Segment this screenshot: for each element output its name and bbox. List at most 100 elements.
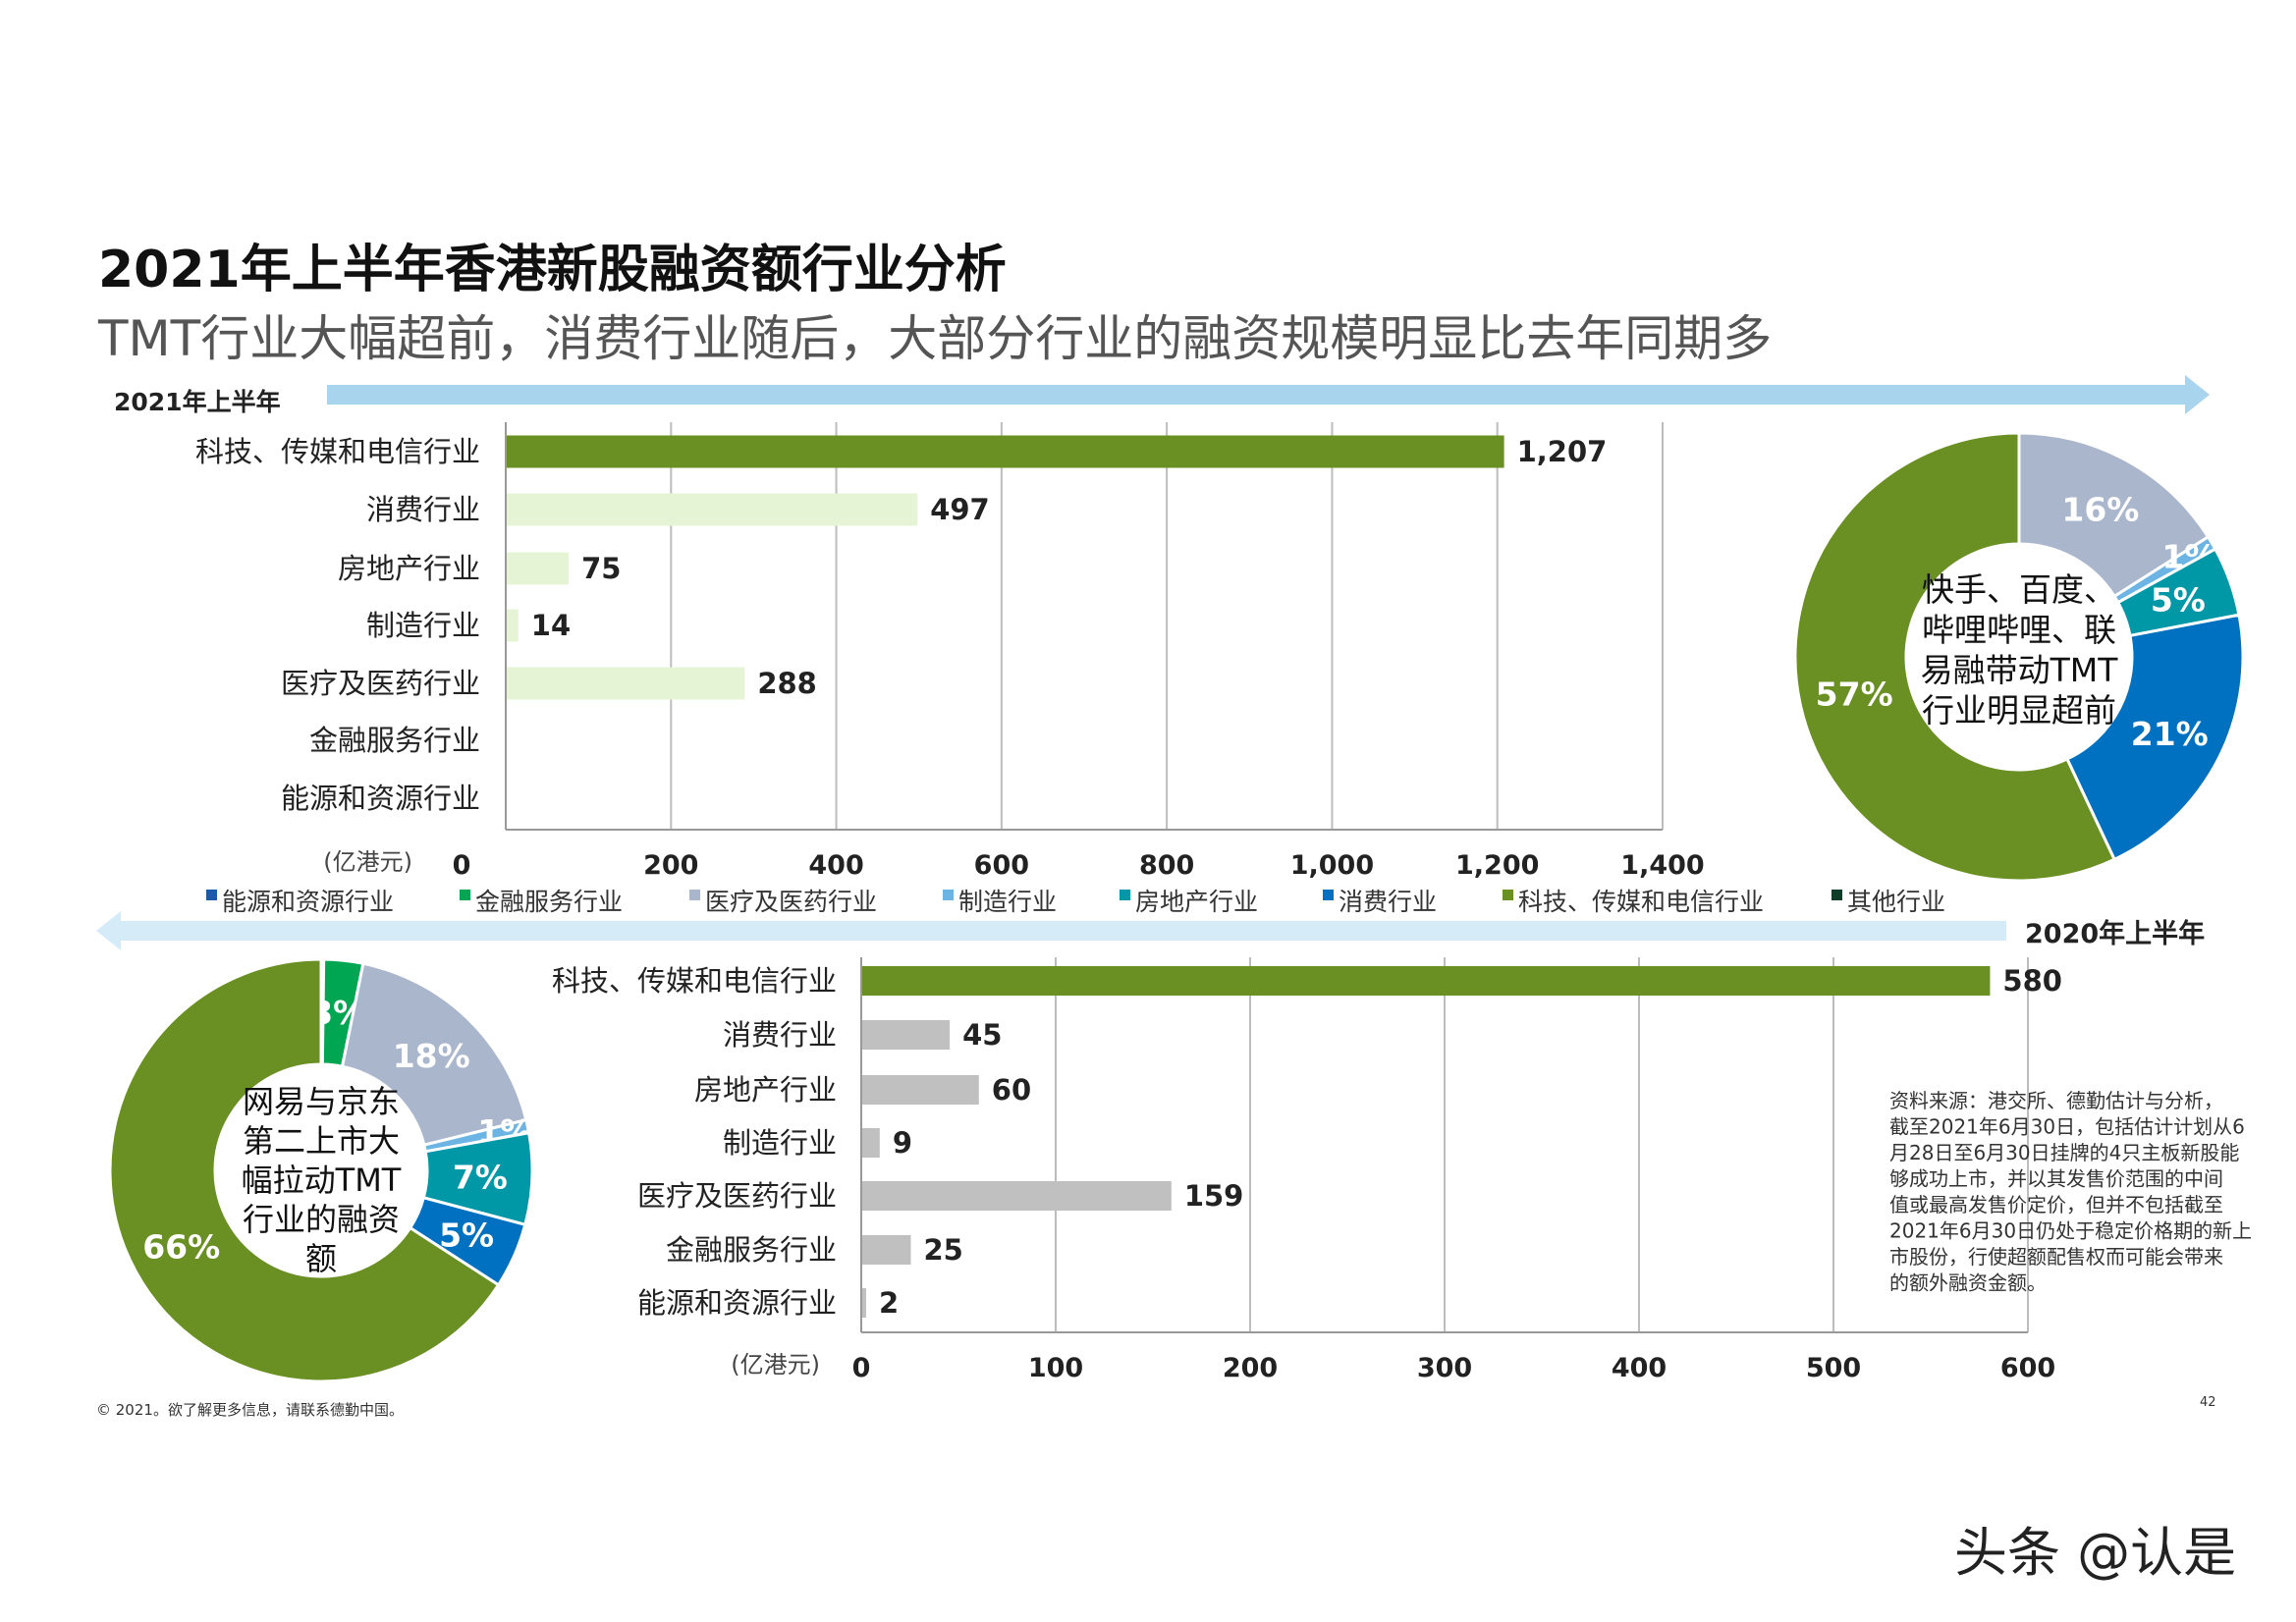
x-tick-label: 200 bbox=[643, 850, 698, 881]
data-label: 1,207 bbox=[1517, 435, 1608, 468]
slice-label: 7% bbox=[453, 1159, 508, 1197]
category-label: 金融服务行业 bbox=[666, 1233, 837, 1267]
category-label: 科技、传媒和电信行业 bbox=[552, 964, 837, 998]
source-note-line: 资料来源：港交所、德勤估计与分析， bbox=[1889, 1089, 2223, 1112]
legend: 能源和资源行业 金融服务行业 医疗及医药行业 制造行业 房地产行业 消费行业 科技、传媒和电… bbox=[206, 888, 1945, 916]
category-label: 房地产行业 bbox=[338, 552, 480, 585]
x-tick-label: 0 bbox=[852, 1353, 871, 1383]
source-note-line: 月28日至6月30日挂牌的4只主板新股能 bbox=[1889, 1141, 2239, 1164]
legend-label: 能源和资源行业 bbox=[222, 888, 394, 916]
x-tick-label: 600 bbox=[2000, 1353, 2055, 1383]
x-tick-label: 600 bbox=[974, 850, 1029, 881]
bar bbox=[507, 493, 918, 526]
data-label: 580 bbox=[2002, 964, 2062, 998]
slice-label: 21% bbox=[2131, 715, 2209, 753]
x-tick-label: 1,200 bbox=[1455, 850, 1539, 881]
x-tick-label: 200 bbox=[1223, 1353, 1278, 1383]
donut-slice bbox=[2064, 613, 2245, 862]
category-label: 消费行业 bbox=[723, 1018, 837, 1052]
x-tick-label: 500 bbox=[1806, 1353, 1861, 1383]
watermark: 头条 @认是 bbox=[1954, 1522, 2236, 1584]
bar bbox=[862, 966, 1991, 996]
donut-center-text: 易融带动TMT bbox=[1921, 651, 2119, 689]
page-number: 42 bbox=[2200, 1395, 2216, 1410]
bar-chart-2020: 0 100 200 300 400 500 600 (亿港元) 科技、传媒和电信行业 580 消费行… bbox=[552, 957, 2062, 1383]
slice-label: 18% bbox=[393, 1037, 470, 1075]
bar-chart-2021: 0 200 400 600 800 1,000 1,200 1,400 (亿港元) 科技、传媒和电… bbox=[195, 422, 1705, 881]
source-note-line: 值或最高发售价定价，但并不包括截至 bbox=[1889, 1193, 2223, 1216]
source-note-line: 的额外融资金额。 bbox=[1889, 1271, 2047, 1295]
data-label: 2 bbox=[879, 1286, 899, 1320]
category-label: 医疗及医药行业 bbox=[637, 1179, 837, 1213]
arrow-2021 bbox=[327, 375, 2210, 414]
bar bbox=[862, 1075, 979, 1105]
slice-label: 16% bbox=[2061, 490, 2139, 528]
legend-label: 科技、传媒和电信行业 bbox=[1518, 888, 1764, 916]
category-label: 医疗及医药行业 bbox=[281, 667, 480, 700]
bar bbox=[862, 1288, 866, 1318]
category-label: 能源和资源行业 bbox=[281, 782, 480, 815]
source-note-line: 市股份，行使超额配售权而可能会带来 bbox=[1889, 1245, 2223, 1269]
legend-label: 房地产行业 bbox=[1135, 888, 1258, 916]
bar bbox=[862, 1128, 880, 1158]
source-note-line: 截至2021年6月30日，包括估计计划从6 bbox=[1889, 1115, 2245, 1139]
x-tick-label: 0 bbox=[453, 850, 471, 881]
category-label: 科技、传媒和电信行业 bbox=[195, 435, 480, 468]
legend-swatch bbox=[1120, 890, 1130, 900]
x-tick-label: 1,000 bbox=[1290, 850, 1374, 881]
bar bbox=[862, 1020, 951, 1050]
arrow-2020 bbox=[96, 911, 2006, 950]
bar bbox=[862, 1181, 1172, 1211]
data-label: 75 bbox=[581, 552, 621, 585]
donut-center-text: 额 bbox=[305, 1240, 337, 1277]
source-note-line: 够成功上市，并以其发售价范围的中间 bbox=[1889, 1167, 2223, 1191]
donut-center-text: 行业明显超前 bbox=[1922, 691, 2116, 730]
legend-label: 医疗及医药行业 bbox=[705, 888, 877, 916]
slice-label: 5% bbox=[439, 1216, 494, 1255]
data-label: 45 bbox=[962, 1018, 1002, 1052]
legend-swatch bbox=[689, 890, 700, 900]
donut-center-text: 快手、百度、 bbox=[1922, 570, 2116, 609]
category-label: 制造行业 bbox=[723, 1126, 837, 1160]
legend-label: 金融服务行业 bbox=[475, 888, 623, 916]
data-label: 159 bbox=[1184, 1179, 1244, 1213]
donut-center-text: 第二上市大 bbox=[243, 1122, 400, 1160]
slice-label: 66% bbox=[142, 1227, 220, 1266]
donut-center-text: 哔哩哔哩、联 bbox=[1922, 611, 2116, 649]
data-label: 9 bbox=[893, 1126, 912, 1160]
bar bbox=[507, 552, 570, 585]
legend-label: 其他行业 bbox=[1847, 888, 1945, 916]
bar bbox=[507, 667, 745, 700]
category-label: 能源和资源行业 bbox=[637, 1286, 837, 1320]
x-tick-label: 300 bbox=[1417, 1353, 1472, 1383]
legend-swatch bbox=[460, 890, 470, 900]
slice-label: 5% bbox=[2151, 581, 2206, 620]
donut-slice bbox=[1793, 431, 2117, 883]
donut-center-text: 行业的融资 bbox=[243, 1201, 400, 1238]
x-tick-label: 100 bbox=[1028, 1353, 1083, 1383]
page-title: 2021年上半年香港新股融资额行业分析 bbox=[98, 241, 1007, 299]
data-label: 288 bbox=[757, 667, 817, 700]
legend-swatch bbox=[1323, 890, 1334, 900]
data-label: 25 bbox=[924, 1233, 963, 1267]
legend-label: 消费行业 bbox=[1339, 888, 1437, 916]
source-note: 资料来源：港交所、德勤估计与分析， 截至2021年6月30日，包括估计计划从6月2… bbox=[1889, 1089, 2252, 1295]
x-axis-unit: (亿港元) bbox=[323, 848, 412, 876]
x-axis-unit: (亿港元) bbox=[731, 1351, 820, 1379]
donut-slice bbox=[2017, 431, 2211, 599]
page-subtitle: TMT行业大幅超前，消费行业随后，大部分行业的融资规模明显比去年同期多 bbox=[97, 310, 1772, 367]
bar bbox=[507, 435, 1504, 468]
x-tick-label: 800 bbox=[1139, 850, 1194, 881]
x-tick-label: 400 bbox=[1612, 1353, 1667, 1383]
label-2021: 2021年上半年 bbox=[114, 388, 281, 416]
x-tick-label: 400 bbox=[808, 850, 863, 881]
category-label: 消费行业 bbox=[366, 493, 480, 526]
category-label: 房地产行业 bbox=[694, 1073, 837, 1107]
donut-slice bbox=[108, 957, 501, 1383]
legend-swatch bbox=[206, 890, 217, 900]
label-2020: 2020年上半年 bbox=[2025, 918, 2205, 949]
category-label: 制造行业 bbox=[366, 609, 480, 642]
